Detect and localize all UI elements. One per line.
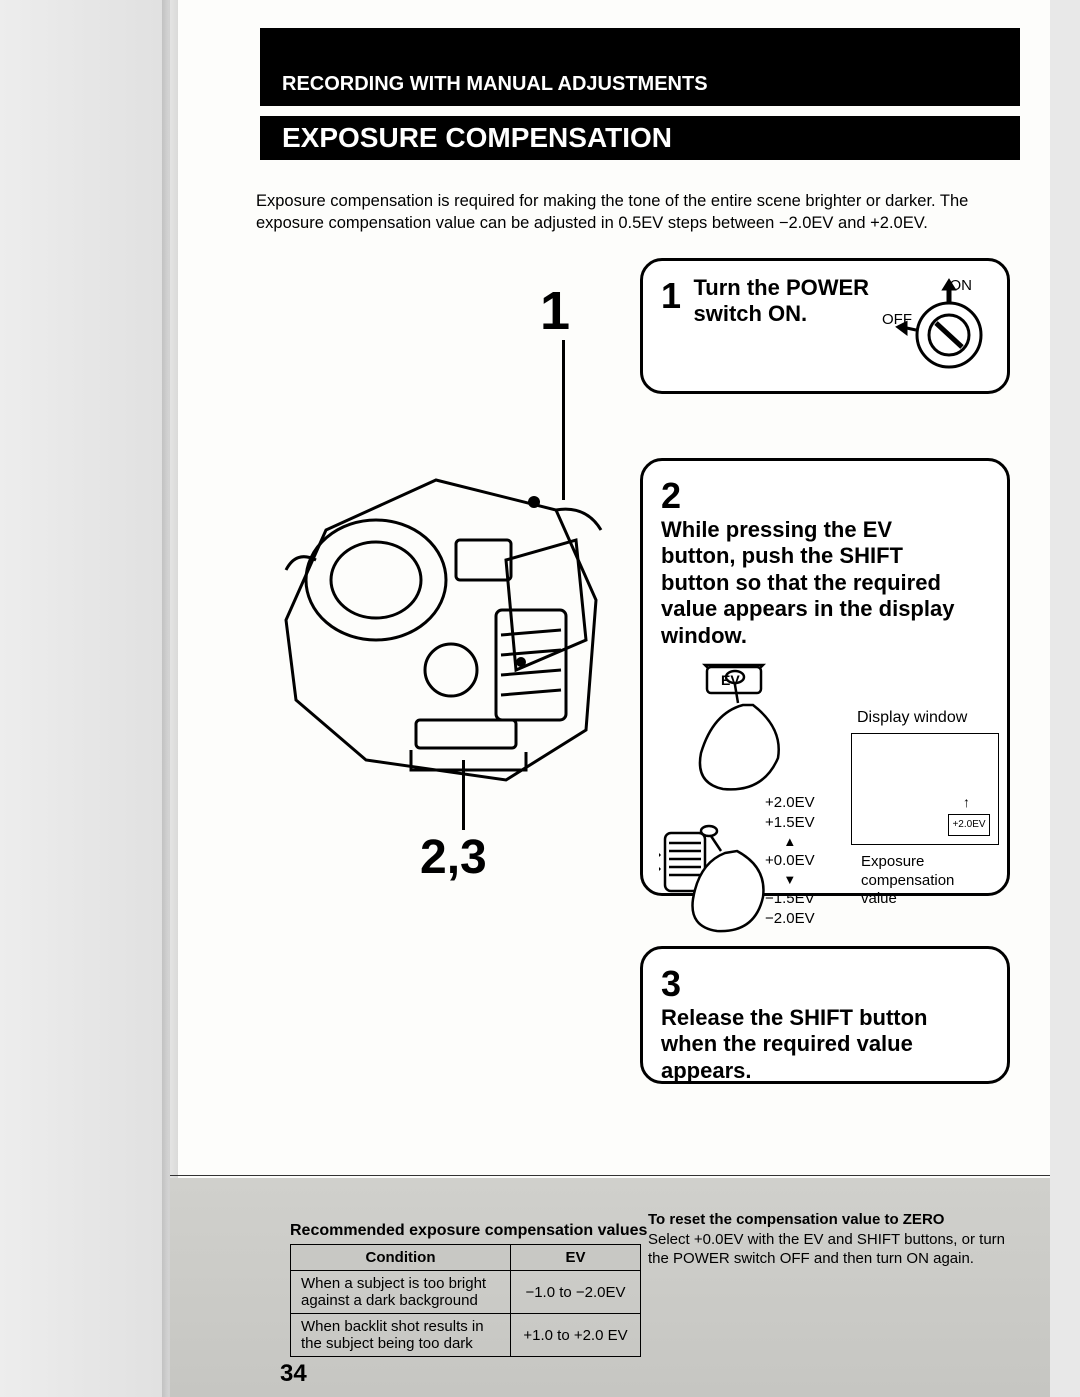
page-number: 34: [280, 1360, 307, 1388]
left-margin: [0, 0, 170, 1397]
section-header-text: RECORDING WITH MANUAL ADJUSTMENTS: [282, 73, 708, 96]
reset-instructions: To reset the compensation value to ZERO …: [648, 1210, 1008, 1269]
ev-value-2: +0.0EV: [765, 851, 815, 871]
ev-up-arrow: ▲: [765, 833, 815, 851]
exposure-compensation-label: Exposure compensation value: [861, 853, 987, 909]
ev-value-list: +2.0EV +1.5EV ▲ +0.0EV ▼ −1.5EV −2.0EV: [765, 793, 815, 929]
step-3-number: 3: [661, 963, 681, 1005]
reset-body: Select +0.0EV with the EV and SHIFT butt…: [648, 1230, 1008, 1269]
table-cell-condition: When a subject is too bright against a d…: [291, 1271, 511, 1314]
power-switch-icon: [894, 275, 989, 375]
camera-illustration: [256, 440, 616, 810]
reset-title: To reset the compensation value to ZERO: [648, 1210, 1008, 1230]
ev-value-4: −2.0EV: [765, 909, 815, 929]
table-cell-condition: When backlit shot results in the subject…: [291, 1314, 511, 1357]
step-1-box: 1 Turn the POWER switch ON. ON OFF: [640, 258, 1010, 394]
table-row: When backlit shot results in the subject…: [291, 1314, 641, 1357]
page-title-text: EXPOSURE COMPENSATION: [282, 122, 672, 154]
step-2-text: While pressing the EV button, push the S…: [661, 517, 961, 649]
ev-button-illustration: EV: [683, 663, 803, 793]
table-cell-ev: −1.0 to −2.0EV: [511, 1271, 641, 1314]
callout-number-23: 2,3: [420, 830, 487, 885]
callout-number-1: 1: [540, 280, 570, 342]
divider-line: [170, 1175, 1050, 1176]
display-value: +2.0EV: [948, 814, 990, 836]
recommendation-table: Condition EV When a subject is too brigh…: [290, 1244, 641, 1357]
intro-paragraph: Exposure compensation is required for ma…: [256, 190, 976, 235]
step-3-box: 3 Release the SHIFT button when the requ…: [640, 946, 1010, 1084]
ev-value-1: +1.5EV: [765, 813, 815, 833]
section-header-bar: RECORDING WITH MANUAL ADJUSTMENTS: [260, 28, 1020, 106]
step-2-number: 2: [661, 475, 681, 517]
table-row: When a subject is too bright against a d…: [291, 1271, 641, 1314]
display-pointer-arrow: ↑: [963, 794, 970, 810]
page-title-bar: EXPOSURE COMPENSATION: [260, 116, 1020, 160]
shift-button-illustration: [659, 803, 769, 933]
ev-button-label: EV: [721, 672, 740, 688]
step-1-text: Turn the POWER switch ON.: [693, 275, 893, 328]
table-header-condition: Condition: [291, 1245, 511, 1271]
table-title: Recommended exposure compensation values: [290, 1222, 647, 1240]
step-3-text: Release the SHIFT button when the requir…: [661, 1005, 961, 1084]
display-window-label: Display window: [857, 709, 967, 727]
table-header-ev: EV: [511, 1245, 641, 1271]
ev-value-3: −1.5EV: [765, 889, 815, 909]
ev-down-arrow: ▼: [765, 871, 815, 889]
step-2-box: 2 While pressing the EV button, push the…: [640, 458, 1010, 896]
display-window-box: ↑ +2.0EV: [851, 733, 999, 845]
step-1-number: 1: [661, 275, 681, 317]
table-cell-ev: +1.0 to +2.0 EV: [511, 1314, 641, 1357]
ev-value-0: +2.0EV: [765, 793, 815, 813]
callout-line-23: [462, 760, 465, 830]
